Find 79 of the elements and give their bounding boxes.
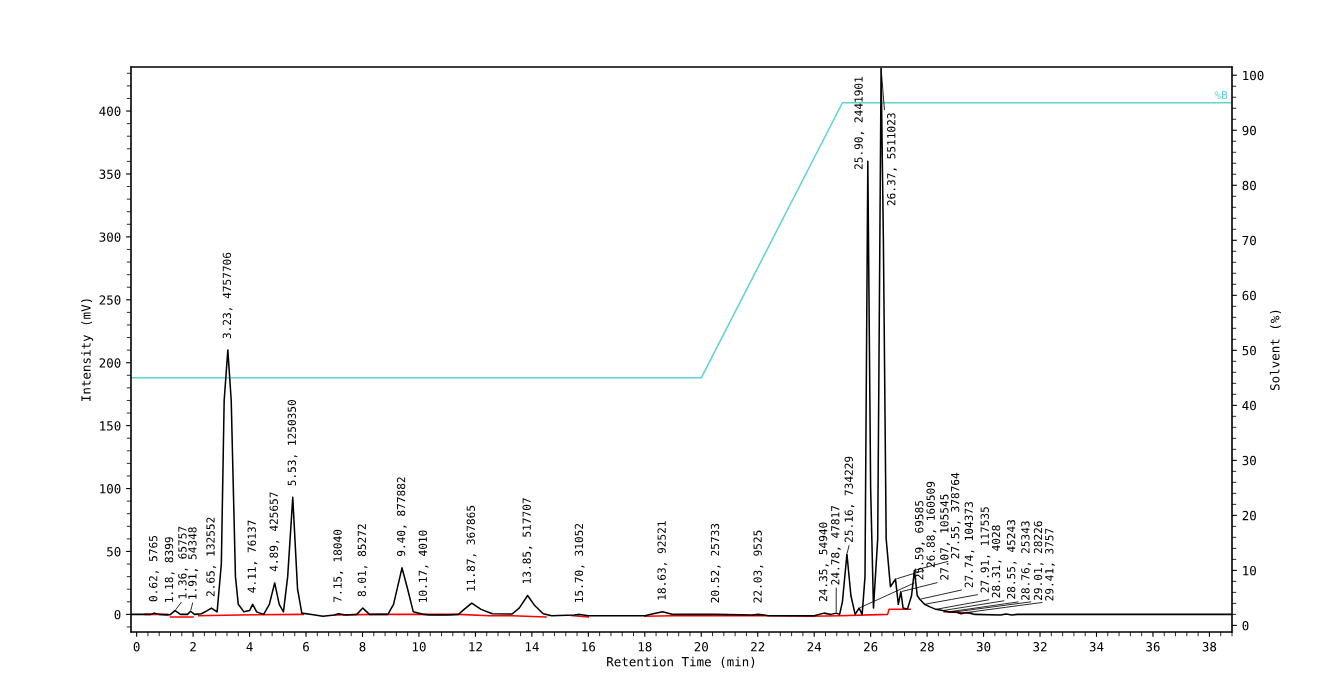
y2-tick-label: 100	[1243, 70, 1264, 81]
annotation: 22.03, 9525	[753, 530, 764, 603]
y-tick-label: 300	[99, 232, 121, 242]
y-tick-label: 100	[100, 484, 121, 494]
annotation: 25.90, 2441901	[854, 76, 865, 170]
x-tick-label: 26	[864, 642, 878, 652]
annotation: 25.16, 734229	[844, 456, 855, 543]
annotation: 4.11, 76137	[247, 520, 258, 593]
y2-tick-label: 40	[1242, 400, 1256, 411]
x-tick-label: 6	[303, 642, 309, 652]
x-tick-label: 4	[246, 642, 253, 652]
annotation: 13.85, 517707	[522, 498, 533, 584]
x-tick-label: 36	[1146, 642, 1160, 652]
x-tick-label: 2	[190, 642, 196, 652]
annotation: 20.52, 25733	[710, 523, 721, 603]
annotation: 15.70, 31052	[574, 523, 585, 602]
y-tick-label: 350	[99, 169, 121, 179]
annotation: 26.37, 5511023	[887, 113, 897, 206]
annotation: 27.91, 117535	[980, 507, 991, 593]
y-tick-label: 150	[100, 421, 121, 431]
y2-tick-label: 90	[1242, 125, 1256, 136]
y2-tick-label: 30	[1242, 455, 1256, 466]
x-tick-label: 28	[920, 642, 934, 652]
x-tick-label: 8	[359, 642, 366, 652]
y2-tick-label: 80	[1242, 180, 1256, 191]
annotation: 8.01, 85272	[357, 524, 368, 597]
y-axis-title: Intensity (mV)	[81, 299, 94, 401]
x-tick-label: 22	[751, 642, 765, 652]
y2-tick-label: 0	[1242, 620, 1249, 631]
annotation: 29.01, 28226	[1033, 521, 1044, 600]
annotation: 9.40, 877882	[396, 477, 407, 557]
y2-tick-label: 60	[1242, 290, 1256, 301]
x-tick-label: 14	[525, 642, 539, 652]
x-tick-label: 30	[976, 642, 991, 652]
annotation: 1.18, 8399	[164, 537, 175, 602]
annotation: 25.59, 69585	[915, 500, 925, 580]
annotation: 11.87, 367865	[466, 505, 477, 591]
x-tick-label: 34	[1089, 642, 1104, 652]
y-tick-label: 400	[99, 106, 121, 116]
annotation: 28.31, 4028	[991, 525, 1002, 598]
annotation: 27.07, 105545	[940, 494, 950, 580]
annotation: 3.23, 4757706	[222, 252, 233, 339]
annotation: 0.62, 5765	[149, 536, 159, 602]
y2-tick-label: 20	[1242, 510, 1256, 521]
y2-axis-title: Solvent (%)	[1269, 310, 1282, 391]
x-tick-label: 0	[133, 642, 140, 652]
y2-tick-label: 70	[1242, 235, 1256, 246]
y2-tick-label: 10	[1243, 565, 1256, 576]
annotation: 28.76, 25343	[1021, 521, 1031, 600]
x-tick-label: 10	[412, 642, 426, 652]
x-tick-label: 24	[807, 642, 822, 652]
y-tick-label: 0	[114, 609, 121, 620]
annotation: 10.17, 4010	[418, 530, 429, 602]
annotation: 24.35, 54940	[818, 522, 829, 602]
x-axis-title: Retention Time (min)	[607, 656, 755, 668]
annotation: 1.91, 54348	[188, 527, 198, 599]
annotation: 7.15, 18040	[333, 529, 344, 602]
annotation: 27.55, 378764	[950, 472, 961, 559]
y-tick-label: 250	[99, 295, 121, 305]
annotation: 1.36, 65757	[178, 526, 189, 599]
x-tick-label: 32	[1033, 642, 1047, 652]
series-label: %B	[1214, 90, 1228, 100]
annotation: 2.65, 132552	[206, 517, 217, 597]
annotation: 28.55, 45243	[1006, 520, 1017, 599]
y2-tick-label: 50	[1242, 345, 1256, 356]
annotation: 24.78, 47817	[831, 505, 841, 585]
annotation: 4.89, 425657	[269, 492, 280, 572]
annotation: 5.53, 1250350	[287, 400, 298, 486]
x-tick-label: 16	[582, 642, 596, 652]
x-tick-label: 20	[694, 642, 708, 652]
y-tick-label: 200	[99, 358, 121, 368]
annotation: 29.41, 3757	[1045, 528, 1055, 601]
x-tick-label: 12	[469, 642, 482, 652]
annotation: 18.63, 92521	[657, 521, 668, 600]
x-tick-label: 18	[638, 642, 652, 652]
x-tick-label: 38	[1202, 642, 1217, 652]
y-tick-label: 50	[107, 546, 121, 557]
annotation: 26.88, 160509	[926, 481, 937, 568]
annotation: 27.74, 104373	[964, 502, 975, 588]
